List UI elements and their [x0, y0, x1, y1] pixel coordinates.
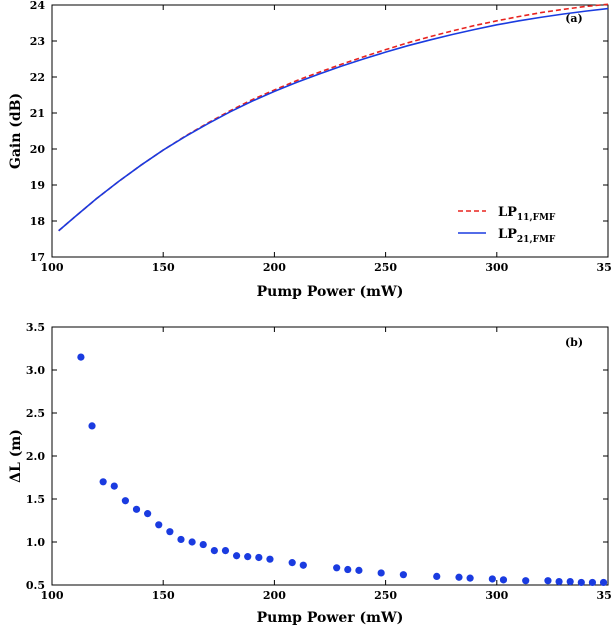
delta-l-point [99, 478, 107, 486]
delta-l-point [433, 572, 441, 581]
gain-x-tick-label: 300 [485, 261, 508, 274]
gain-y-tick-label: 22 [30, 71, 45, 84]
delta-l-point [166, 528, 174, 536]
delta-l-point [244, 553, 252, 561]
gain-y-tick-label: 17 [30, 251, 45, 264]
delta-l-point [144, 510, 152, 518]
delta-l-point [588, 578, 597, 587]
gain-x-tick-label: 150 [152, 261, 175, 274]
gain-axis-ticks: 100 150 200 250 300 350 17 18 19 20 21 22 23 24 [30, 0, 611, 274]
gain-legend: LP11,FMF LP21,FMF [458, 205, 556, 245]
delta-l-x-tick-label: 100 [41, 589, 64, 602]
delta-l-point [188, 538, 196, 546]
delta-l-point [488, 575, 496, 583]
delta-l-y-tick-label: 3.0 [26, 364, 45, 377]
gain-x-tick-label: 250 [374, 261, 397, 274]
delta-l-point [522, 577, 530, 585]
gain-y-tick-label: 24 [30, 0, 46, 12]
delta-l-point [566, 577, 574, 586]
delta-l-point [110, 482, 118, 490]
gain-y-tick-label: 18 [30, 215, 46, 228]
delta-l-y-tick-label: 0.5 [26, 579, 45, 592]
delta-l-point [155, 521, 163, 529]
gain-series-lp11-line [58, 3, 609, 232]
gain-x-axis-label: Pump Power (mW) [257, 284, 404, 300]
delta-l-point [333, 564, 341, 572]
delta-l-point [266, 555, 274, 563]
delta-l-point [599, 578, 608, 587]
delta-l-point [232, 552, 241, 560]
delta-l-point [377, 569, 385, 577]
delta-l-point [77, 353, 85, 361]
legend-lp21-label: LP21,FMF [498, 227, 556, 245]
delta-l-point [499, 576, 508, 584]
delta-l-point [577, 578, 585, 587]
delta-l-points [77, 353, 608, 587]
delta-l-x-tick-label: 350 [597, 589, 611, 602]
delta-l-x-tick-label: 250 [374, 589, 397, 602]
delta-l-point [455, 573, 463, 581]
gain-y-tick-label: 23 [30, 35, 45, 48]
gain-x-tick-label: 100 [41, 261, 64, 274]
delta-l-x-tick-label: 200 [263, 589, 286, 602]
delta-l-point [221, 547, 230, 555]
delta-l-point [466, 574, 474, 582]
delta-l-plot-frame [51, 326, 609, 586]
delta-l-point [299, 561, 307, 569]
delta-l-point [199, 540, 207, 549]
gain-y-tick-label: 21 [30, 107, 45, 120]
delta-l-point [255, 553, 263, 562]
gain-series [58, 3, 609, 232]
delta-l-point [544, 577, 552, 585]
delta-l-x-tick-label: 150 [152, 589, 175, 602]
delta-l-y-tick-label: 2.5 [26, 407, 45, 420]
delta-l-panel-label: (b) [565, 336, 583, 349]
gain-panel-label: (a) [565, 12, 583, 25]
delta-l-point [355, 566, 363, 574]
delta-l-y-axis-label: ΔL (m) [8, 429, 24, 483]
legend-lp11-label: LP11,FMF [498, 205, 556, 223]
delta-l-point [210, 547, 218, 555]
delta-l-x-axis-label: Pump Power (mW) [257, 610, 404, 626]
delta-l-x-tick-label: 300 [485, 589, 508, 602]
gain-y-axis-label: Gain (dB) [8, 93, 24, 169]
gain-x-tick-label: 350 [597, 261, 611, 274]
delta-l-point [288, 559, 296, 567]
gain-series-lp21-line [58, 7, 609, 232]
delta-l-point [177, 535, 185, 544]
delta-l-point [121, 497, 129, 505]
delta-l-y-tick-label: 3.5 [26, 321, 45, 334]
delta-l-point [132, 505, 141, 513]
gain-y-tick-label: 20 [30, 143, 46, 156]
delta-l-chart: 1001502002503003500.51.01.52.02.53.03.5 … [8, 321, 611, 626]
delta-l-point [344, 565, 352, 574]
delta-l-point [555, 577, 563, 586]
delta-l-y-tick-label: 2.0 [26, 450, 45, 463]
gain-x-tick-label: 200 [263, 261, 286, 274]
gain-y-tick-label: 19 [30, 179, 45, 192]
delta-l-axis-ticks: 100 150 200 250 300 350 0.5 1.0 1.5 2.0 2.5 3.0 3.5 [26, 321, 611, 602]
delta-l-y-tick-label: 1.0 [26, 536, 45, 549]
delta-l-y-tick-label: 1.5 [26, 493, 45, 506]
delta-l-point [88, 422, 96, 430]
gain-plot-frame [51, 4, 609, 258]
delta-l-point [399, 571, 407, 579]
gain-chart: 100 150 200 250 300 350 17 18 19 20 21 22 23 24 (a) P… [8, 0, 611, 300]
